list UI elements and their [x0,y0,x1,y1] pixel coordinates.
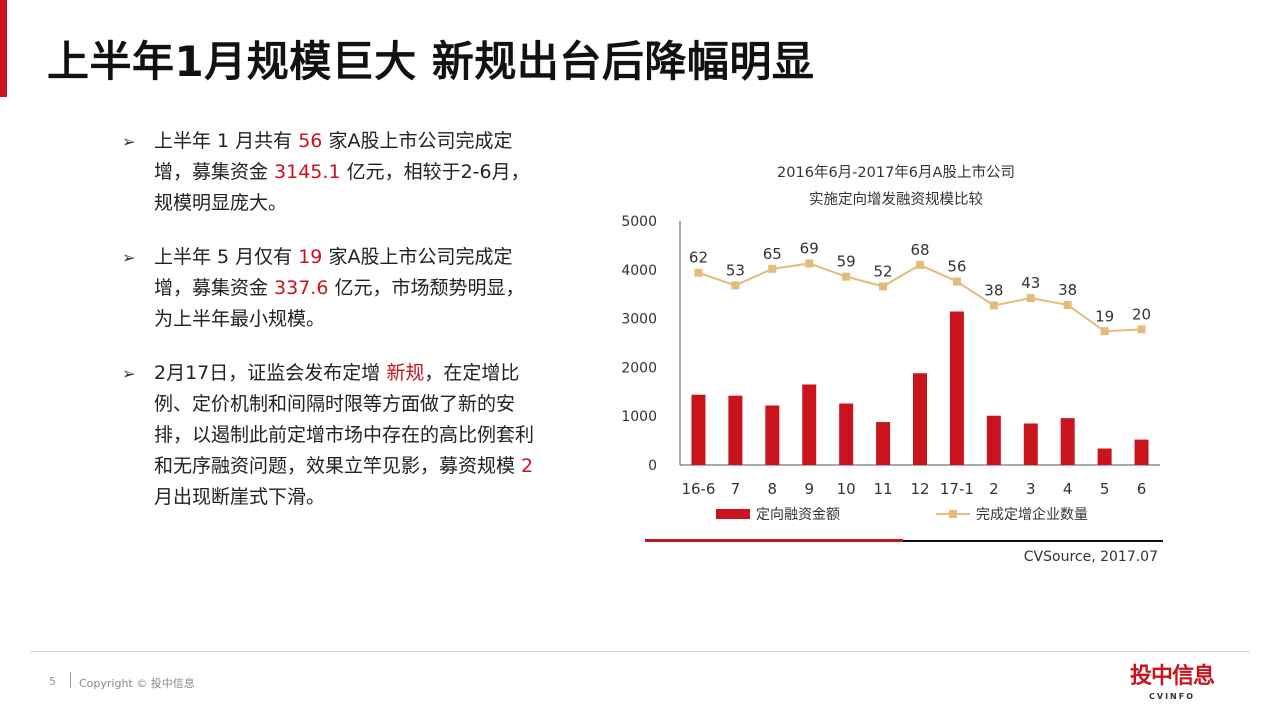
x-tick-label: 3 [1026,480,1036,498]
bullet-item: ➢ 2月17日，证监会发布定增 新规，在定增比例、定价机制和间隔时限等方面做了新的… [118,358,538,513]
bullet-text: 上半年 5 月仅有 [154,246,299,268]
line-point [1026,294,1035,303]
data-label: 56 [947,258,966,276]
bullet-text: 家A股上市公司完成定增，募集资金 [154,130,513,183]
page-number: 5 [49,675,56,688]
bullet-text: ，在定增比例、定价机制和间隔时限等方面做了新的安排，以遏制此前定增市场中存在的高… [154,362,535,477]
bar [728,395,743,465]
line-point [1137,325,1146,334]
bar [876,422,891,465]
title-accent-bar [0,0,7,97]
bullet-text: 亿元，相较于2-6月，规模明显庞大。 [154,161,530,214]
logo-subtext: CVINFO [1149,692,1195,701]
x-tick-label: 12 [910,480,929,498]
bar [1060,418,1075,465]
data-label: 38 [1058,281,1077,299]
bar [986,415,1001,465]
bar [691,394,706,465]
bullet-list: ➢ 上半年 1 月共有 56 家A股上市公司完成定增，募集资金 3145.1 亿元… [118,126,538,536]
bar [765,405,780,465]
line-point [879,282,888,291]
line-point [842,272,851,281]
x-tick-label: 6 [1137,480,1147,498]
bullet-text: 月出现断崖式下滑。 [154,486,326,508]
chart-subtitle: 实施定向增发融资规模比较 [809,192,983,208]
line-point [952,277,961,286]
highlight-text: 337.6 [274,277,329,299]
line-point [1100,327,1109,336]
data-label: 69 [800,239,819,257]
bullet-text: 家A股上市公司完成定增，募集资金 [154,246,513,299]
bar [839,403,854,465]
chart-title: 2016年6月-2017年6月A股上市公司 [777,165,1015,181]
x-tick-label: 5 [1100,480,1110,498]
data-label: 59 [837,253,856,271]
x-tick-label: 10 [837,480,856,498]
line-point [768,264,777,273]
bullet-arrow-icon: ➢ [122,248,136,267]
bullet-item: ➢ 上半年 5 月仅有 19 家A股上市公司完成定增，募集资金 337.6 亿元，… [118,242,538,335]
page-title: 上半年1月规模巨大 新规出台后降幅明显 [47,37,815,86]
bar [949,311,964,465]
legend-swatch-bar [716,509,750,519]
y-tick-label: 1000 [621,409,657,425]
highlight-text: 3145.1 [274,161,341,183]
y-tick-label: 3000 [621,312,657,328]
line-point [1063,300,1072,309]
x-tick-label: 11 [874,480,893,498]
bullet-text: 亿元，市场颓势明显，为上半年最小规模。 [154,277,525,330]
legend-swatch-marker [949,510,957,518]
bullet-text: 上半年 1 月共有 [154,130,299,152]
x-tick-label: 16-6 [681,480,715,498]
data-label: 62 [689,249,708,267]
bar [1134,439,1149,465]
legend-label: 完成定增企业数量 [976,506,1088,523]
x-tick-label: 9 [804,480,814,498]
line-point [694,268,703,277]
company-logo: 投中信息 CVINFO [1124,664,1220,704]
highlight-text: 19 [298,246,323,268]
x-tick-label: 17-1 [940,480,974,498]
data-label: 38 [984,281,1003,299]
x-tick-label: 7 [731,480,741,498]
line-point [731,281,740,290]
y-tick-label: 0 [648,458,657,474]
highlight-text: 新规 [386,362,425,384]
data-label: 19 [1095,307,1114,325]
data-label: 43 [1021,274,1040,292]
highlight-text: 56 [298,130,323,152]
footer-separator [70,672,71,688]
bar [913,373,927,465]
bullet-text: 2月17日，证监会发布定增 [154,362,387,384]
line-point [989,301,998,310]
bullet-item: ➢ 上半年 1 月共有 56 家A股上市公司完成定增，募集资金 3145.1 亿元… [118,126,538,219]
source-note: CVSource, 2017.07 [1023,549,1158,565]
data-label: 52 [874,262,893,280]
y-tick-label: 5000 [621,214,657,230]
highlight-text: 2 [521,455,534,477]
y-tick-label: 2000 [621,360,657,376]
bar [802,384,817,465]
x-tick-label: 4 [1063,480,1073,498]
source-divider-red [645,539,903,542]
source-divider-black [903,540,1163,542]
line-point [916,260,924,269]
x-tick-label: 2 [989,480,999,498]
y-tick-label: 4000 [621,263,657,279]
data-label: 53 [726,261,745,279]
logo-wordmark: 投中信息 [1129,664,1215,689]
data-label: 68 [910,241,929,259]
bar [1097,448,1112,465]
bullet-arrow-icon: ➢ [122,364,136,383]
combo-chart: 0 1000 2000 3000 4000 5000 16-6 7 8 9 10 11 12 17-1 2 3… [621,214,1160,523]
data-label: 65 [763,245,782,263]
bar [1023,423,1038,465]
data-label: 20 [1132,305,1151,323]
line-point [805,259,814,268]
x-tick-label: 8 [768,480,778,498]
bullet-arrow-icon: ➢ [122,132,136,151]
copyright-text: Copyright © 投中信息 [79,677,195,690]
legend-label: 定向融资金额 [756,507,840,523]
footer-divider [30,651,1250,652]
